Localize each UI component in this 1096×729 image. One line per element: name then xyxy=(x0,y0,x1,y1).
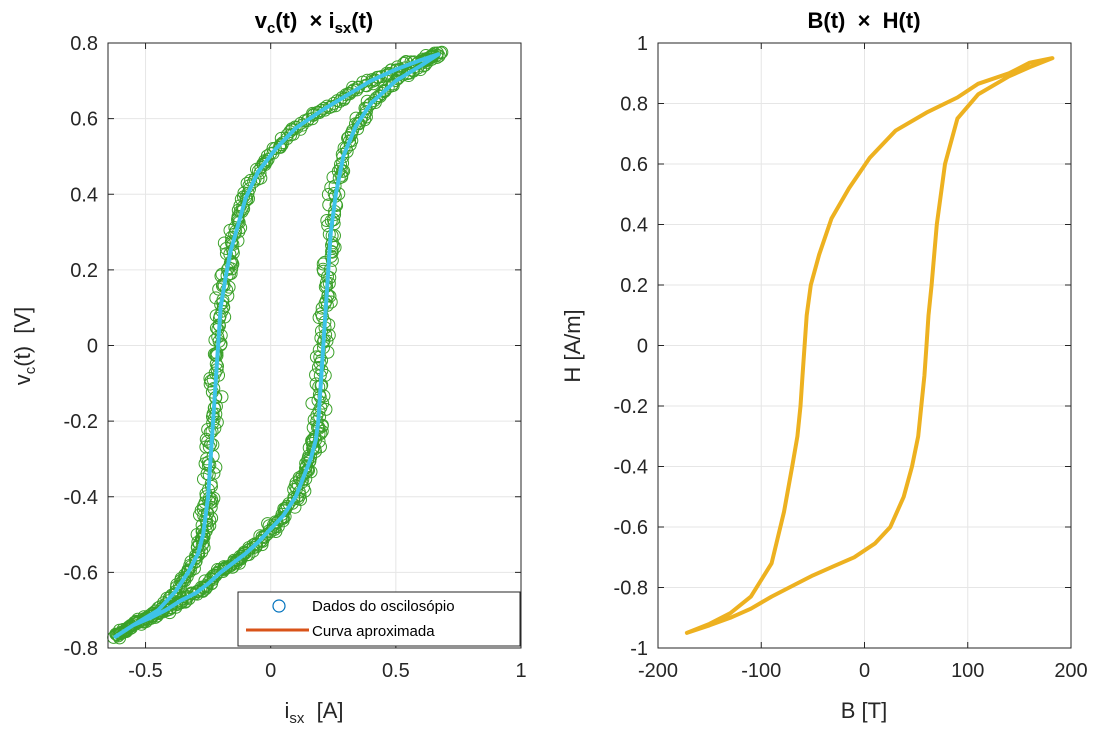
legend-marker-icon xyxy=(272,599,286,613)
x-tick-label: -100 xyxy=(741,660,781,682)
plot1-xlabel-sub: sx xyxy=(289,710,305,727)
y-tick-label: -0.4 xyxy=(614,457,648,479)
scatter-point xyxy=(222,267,236,281)
x-tick-label: 0 xyxy=(265,660,276,682)
plot1-ylabel: vc(t) [V] xyxy=(10,307,39,385)
y-tick-label: -0.8 xyxy=(614,578,648,600)
scatter-point xyxy=(298,466,312,480)
y-tick-label: -1 xyxy=(630,638,648,660)
plot1-axes xyxy=(107,42,522,649)
plot1-ylabel-end: (t) [V] xyxy=(10,307,35,367)
plot1-xlabel: isx [A] xyxy=(284,698,343,727)
plot2-axes xyxy=(657,42,1072,649)
plot2-xlabel: B [T] xyxy=(841,698,887,723)
plot1-data xyxy=(107,45,449,645)
plot1-title-sub2: sx xyxy=(335,20,352,37)
scatter-point xyxy=(350,83,364,97)
scatter-point xyxy=(160,591,174,605)
x-tick-label: -200 xyxy=(638,660,678,682)
plot1-grid xyxy=(108,42,522,649)
legend-box xyxy=(237,591,521,647)
scatter-point xyxy=(362,98,376,112)
legend-entry-dados: Dados do oscilosópio xyxy=(312,598,455,615)
x-tick-label: 0 xyxy=(859,660,870,682)
scatter-point xyxy=(235,549,249,563)
scatter-point xyxy=(206,373,220,387)
scatter-point xyxy=(320,334,334,348)
plot1-title-end: (t) xyxy=(351,8,373,33)
y-tick-label: 0.2 xyxy=(620,275,648,297)
scatter-point xyxy=(317,101,331,115)
scatter-point xyxy=(337,164,351,178)
plot1-y-tick-labels: -0.8 -0.6 -0.4 -0.2 0 0.2 0.4 0.6 0.8 xyxy=(64,33,98,660)
scatter-point xyxy=(345,84,359,98)
scatter-point xyxy=(200,452,214,466)
plot1-xlabel-main: i xyxy=(284,698,289,723)
legend-entry-curva: Curva aproximada xyxy=(312,623,435,640)
plot1-title-main: v xyxy=(255,8,268,33)
plot2-data xyxy=(684,56,1055,635)
plot2-y-tick-labels: -1 -0.8 -0.6 -0.4 -0.2 0 0.2 0.4 0.6 0.8 1 xyxy=(614,33,648,660)
plot-vc-vs-isx: -0.5 0 0.5 1 -0.8-0.6-0.4-0.200.20.40.60.8 … xyxy=(10,8,527,727)
scatter-point xyxy=(201,520,215,534)
plot1-title: vc(t) × isx(t) xyxy=(255,8,374,37)
plot1-legend: Dados do oscilosópio Curva aproximada xyxy=(237,591,521,647)
plot1-ylabel-sub: c xyxy=(22,366,39,374)
y-tick-label: -0.6 xyxy=(614,517,648,539)
y-tick-label: -0.2 xyxy=(64,411,98,433)
y-tick-label: -0.4 xyxy=(64,487,98,509)
plot2-title: B(t) × H(t) xyxy=(807,8,920,33)
plot1-ylabel-main: v xyxy=(10,374,35,385)
plot2-x-tick-labels: -200 -100 0 100 200 xyxy=(638,660,1088,682)
y-tick-label: 0.8 xyxy=(620,94,648,116)
y-tick-label: 0.2 xyxy=(70,260,98,282)
y-tick-label: 0.4 xyxy=(620,215,648,237)
x-tick-label: 200 xyxy=(1054,660,1087,682)
y-tick-label: 0 xyxy=(637,336,648,358)
scatter-point xyxy=(284,128,298,142)
scatter-point xyxy=(157,596,171,610)
y-tick-label: 0.6 xyxy=(70,109,98,131)
scatter-point xyxy=(251,164,265,178)
y-tick-label: 0.8 xyxy=(70,33,98,55)
plot1-x-tick-labels: -0.5 0 0.5 1 xyxy=(128,660,526,682)
scatter-point xyxy=(219,247,233,261)
plot1-xlabel-end: [A] xyxy=(304,698,343,723)
plot1-title-mid: (t) × i xyxy=(275,8,334,33)
y-tick-label: 0.6 xyxy=(620,154,648,176)
y-tick-label: -0.6 xyxy=(64,562,98,584)
x-tick-label: 100 xyxy=(951,660,984,682)
y-tick-label: -0.2 xyxy=(614,396,648,418)
y-tick-label: 0 xyxy=(87,336,98,358)
scatter-point xyxy=(246,538,260,552)
plot2-ylabel: H [A/m] xyxy=(560,309,585,382)
y-tick-label: 0.4 xyxy=(70,184,98,206)
y-tick-label: -0.8 xyxy=(64,638,98,660)
plot1-title-sub1: c xyxy=(267,20,275,37)
scatter-point xyxy=(217,236,231,250)
series-line xyxy=(684,56,1055,635)
plot-b-vs-h: -200 -100 0 100 200 -1 -0.8 -0.6 -0.4 -0.2 0 0.2 0.… xyxy=(560,8,1088,723)
scatter-point xyxy=(313,350,327,364)
x-tick-label: 0.5 xyxy=(382,660,410,682)
scatter-point xyxy=(288,120,302,134)
x-tick-label: 1 xyxy=(515,660,526,682)
scatter-point xyxy=(220,283,234,297)
scatter-point xyxy=(260,527,274,541)
x-tick-label: -0.5 xyxy=(128,660,162,682)
scatter-point xyxy=(434,46,448,60)
y-tick-label: 1 xyxy=(637,33,648,55)
series-line xyxy=(113,52,441,639)
scatter-point xyxy=(247,175,261,189)
scatter-point xyxy=(180,591,194,605)
